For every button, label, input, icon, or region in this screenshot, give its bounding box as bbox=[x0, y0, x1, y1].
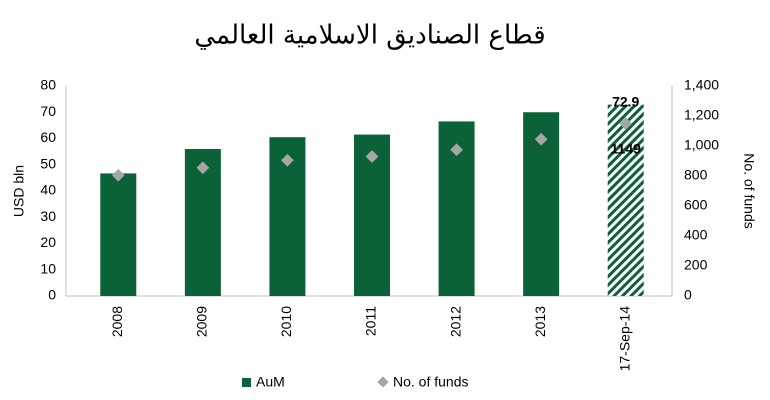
value-label: 72.9 bbox=[612, 93, 639, 109]
bar bbox=[100, 173, 137, 296]
legend-label: No. of funds bbox=[393, 374, 469, 390]
x-tick-label: 2009 bbox=[194, 306, 210, 337]
y2-tick-label: 800 bbox=[684, 167, 708, 183]
y2-tick-label: 600 bbox=[684, 197, 708, 213]
y2-tick-label: 0 bbox=[684, 287, 692, 303]
legend-swatch bbox=[242, 378, 251, 387]
y-tick-label: 70 bbox=[40, 103, 56, 119]
y2-tick-label: 1,000 bbox=[684, 137, 719, 153]
chart-title: قطاع الصناديق الاسلامية العالمي bbox=[194, 21, 545, 51]
y-tick-label: 30 bbox=[40, 208, 56, 224]
x-tick-label: 2012 bbox=[447, 306, 463, 337]
legend-label: AuM bbox=[256, 374, 285, 390]
y2-tick-label: 1,400 bbox=[684, 77, 719, 93]
y2-tick-label: 1,200 bbox=[684, 107, 719, 123]
x-tick-label: 2011 bbox=[363, 306, 379, 336]
y2-tick-label: 400 bbox=[684, 227, 708, 243]
y-tick-label: 10 bbox=[40, 260, 56, 276]
y-tick-label: 20 bbox=[40, 234, 56, 250]
legend-swatch bbox=[377, 376, 389, 388]
y-tick-label: 50 bbox=[40, 155, 56, 171]
bar bbox=[607, 104, 644, 296]
x-tick-label: 2010 bbox=[278, 306, 294, 337]
x-tick-label: 2008 bbox=[109, 306, 125, 337]
marker bbox=[111, 168, 125, 182]
marker bbox=[365, 150, 379, 163]
x-tick-label: 17-Sep-14 bbox=[616, 306, 632, 372]
y-tick-label: 60 bbox=[40, 129, 56, 145]
x-tick-label: 2013 bbox=[532, 306, 548, 337]
value-label: 1149 bbox=[611, 140, 642, 156]
y2-axis-label: No. of funds bbox=[741, 153, 757, 229]
marker bbox=[196, 161, 210, 175]
y-tick-label: 80 bbox=[40, 77, 56, 93]
y2-tick-label: 200 bbox=[684, 257, 708, 273]
y-tick-label: 40 bbox=[40, 182, 56, 198]
y-tick-label: 0 bbox=[48, 287, 56, 303]
marker bbox=[450, 143, 463, 157]
marker bbox=[281, 153, 294, 167]
y-axis-label: USD bln bbox=[11, 165, 27, 217]
